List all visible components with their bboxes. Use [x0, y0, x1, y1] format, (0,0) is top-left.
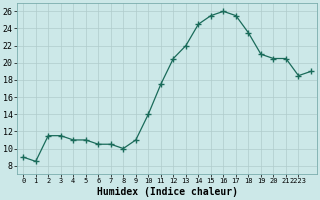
X-axis label: Humidex (Indice chaleur): Humidex (Indice chaleur): [97, 187, 237, 197]
